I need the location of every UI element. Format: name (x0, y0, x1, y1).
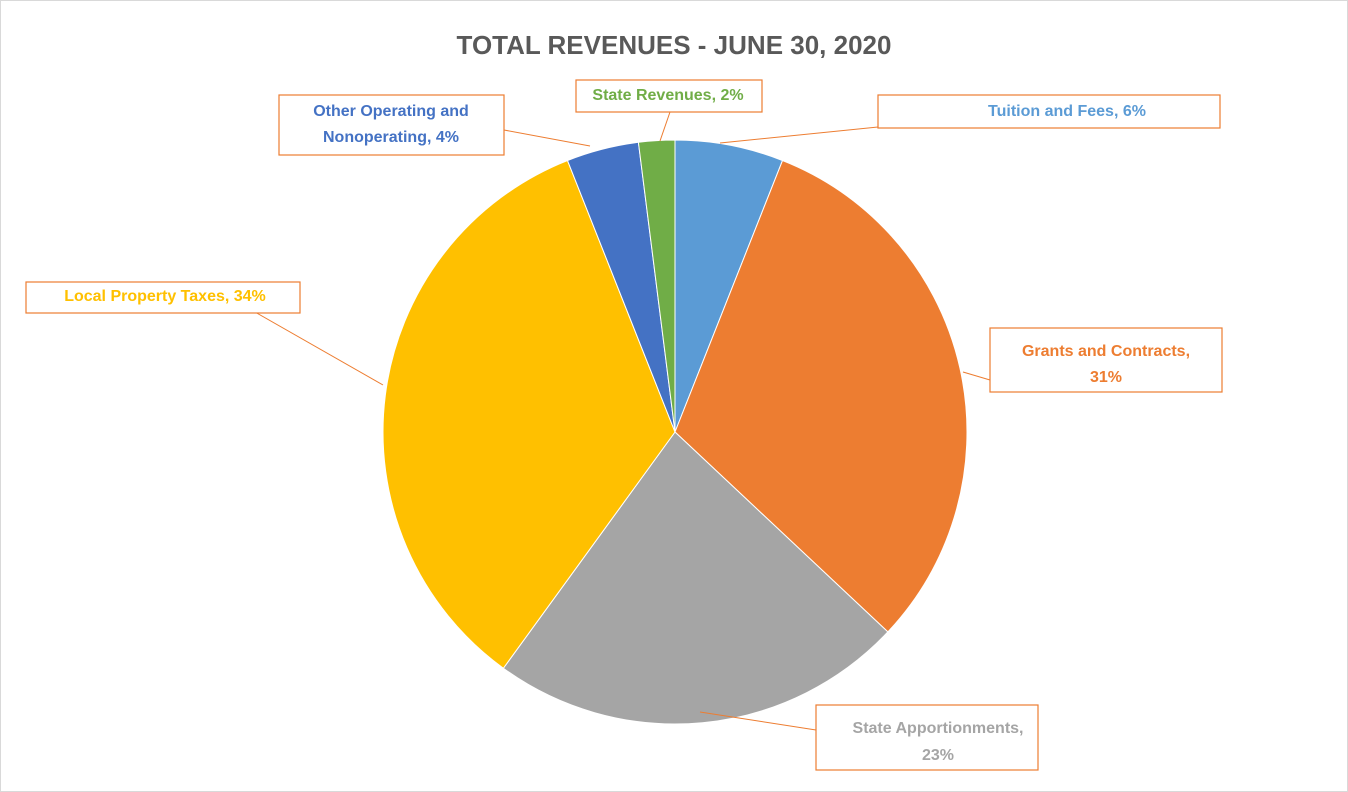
label-line: Grants and Contracts, (1022, 343, 1190, 360)
label-box (815, 704, 1039, 771)
data-label: State Revenues, 2% (592, 87, 743, 104)
pie-slice (502, 431, 889, 725)
pie-slice (382, 159, 676, 669)
label-box (877, 94, 1221, 129)
pie-slice (637, 139, 676, 433)
label-line: 23% (922, 747, 954, 764)
label-box (25, 281, 301, 314)
leader-line (719, 126, 879, 144)
label-box (278, 94, 505, 156)
data-label: Tuition and Fees, 6% (988, 103, 1146, 120)
leader-line (699, 711, 817, 731)
label-line: Other Operating and (313, 103, 469, 120)
label-box (575, 79, 763, 113)
data-label: Grants and Contracts, 31% (1022, 343, 1190, 386)
leader-line (503, 129, 591, 147)
label-box (989, 327, 1223, 393)
data-label: Local Property Taxes, 34% (64, 288, 266, 305)
leader-line (962, 371, 991, 381)
data-label: Other Operating and Nonoperating, 4% (313, 103, 469, 146)
label-line: Nonoperating, 4% (323, 129, 459, 146)
label-line: 31% (1090, 369, 1122, 386)
label-line: State Apportionments, (853, 720, 1024, 737)
pie-slice (674, 159, 968, 633)
chart-title: TOTAL REVENUES - JUNE 30, 2020 (457, 30, 892, 60)
data-label: State Apportionments, 23% (853, 720, 1024, 764)
leader-line (659, 111, 671, 142)
